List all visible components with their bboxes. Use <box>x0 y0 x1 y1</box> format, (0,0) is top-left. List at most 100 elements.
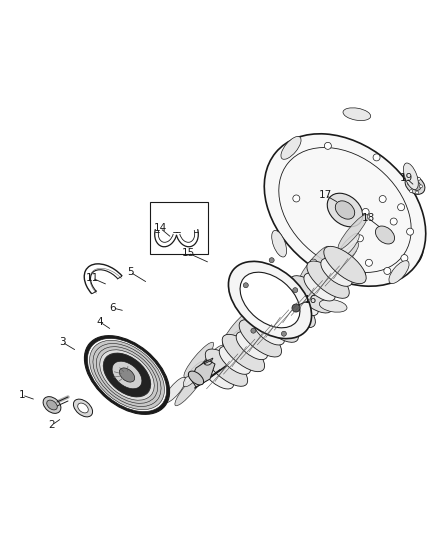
Circle shape <box>420 185 422 188</box>
Ellipse shape <box>300 246 329 281</box>
Polygon shape <box>191 360 215 387</box>
Ellipse shape <box>279 281 301 306</box>
Ellipse shape <box>184 361 205 387</box>
Ellipse shape <box>223 310 252 345</box>
Ellipse shape <box>222 334 265 372</box>
Ellipse shape <box>103 353 151 397</box>
Circle shape <box>293 195 300 202</box>
Text: 19: 19 <box>399 173 413 183</box>
Ellipse shape <box>202 361 234 389</box>
Circle shape <box>293 288 298 293</box>
Ellipse shape <box>270 302 301 330</box>
Circle shape <box>281 331 286 336</box>
Circle shape <box>416 191 419 194</box>
Circle shape <box>401 255 408 262</box>
Ellipse shape <box>89 341 165 410</box>
Ellipse shape <box>319 300 347 312</box>
Circle shape <box>362 208 369 215</box>
Circle shape <box>398 204 405 211</box>
Ellipse shape <box>272 230 286 257</box>
Ellipse shape <box>299 265 321 290</box>
Text: 14: 14 <box>153 223 166 233</box>
Ellipse shape <box>338 214 368 249</box>
Ellipse shape <box>164 377 186 403</box>
Text: 18: 18 <box>361 213 374 223</box>
Circle shape <box>292 304 300 312</box>
Ellipse shape <box>88 338 166 411</box>
Ellipse shape <box>100 350 154 400</box>
Circle shape <box>310 259 317 266</box>
Ellipse shape <box>318 249 340 274</box>
Ellipse shape <box>175 370 205 406</box>
Ellipse shape <box>324 246 366 284</box>
Ellipse shape <box>213 338 243 374</box>
Ellipse shape <box>290 274 320 310</box>
Circle shape <box>373 154 380 161</box>
Circle shape <box>359 271 366 278</box>
Ellipse shape <box>321 259 352 286</box>
Ellipse shape <box>261 297 282 322</box>
Circle shape <box>411 176 414 179</box>
Ellipse shape <box>96 346 158 403</box>
Ellipse shape <box>264 134 426 286</box>
Text: 3: 3 <box>59 337 65 347</box>
Circle shape <box>251 328 256 333</box>
Ellipse shape <box>241 313 263 338</box>
Ellipse shape <box>43 397 61 414</box>
Ellipse shape <box>93 343 161 407</box>
Circle shape <box>357 235 364 242</box>
Text: 1: 1 <box>19 390 25 400</box>
Circle shape <box>410 190 413 192</box>
Ellipse shape <box>405 176 425 195</box>
Ellipse shape <box>336 201 355 219</box>
Circle shape <box>269 257 274 263</box>
Text: 15: 15 <box>181 248 194 258</box>
Circle shape <box>384 268 391 274</box>
Ellipse shape <box>343 108 371 120</box>
Circle shape <box>325 142 332 149</box>
Ellipse shape <box>375 226 395 244</box>
Ellipse shape <box>329 243 359 278</box>
Ellipse shape <box>403 163 418 190</box>
Circle shape <box>390 218 397 225</box>
Ellipse shape <box>74 399 92 417</box>
Circle shape <box>379 196 386 203</box>
Ellipse shape <box>188 371 204 385</box>
Text: 11: 11 <box>85 273 99 283</box>
Ellipse shape <box>261 278 291 313</box>
Ellipse shape <box>281 136 301 159</box>
Text: 17: 17 <box>318 190 332 200</box>
Text: 16: 16 <box>304 295 317 305</box>
Circle shape <box>243 282 248 288</box>
Ellipse shape <box>290 276 332 313</box>
Text: 6: 6 <box>110 303 117 313</box>
Ellipse shape <box>253 317 285 345</box>
Ellipse shape <box>239 320 282 357</box>
Ellipse shape <box>219 346 251 374</box>
Ellipse shape <box>240 272 300 328</box>
Ellipse shape <box>229 261 311 338</box>
Ellipse shape <box>47 400 57 410</box>
Ellipse shape <box>389 261 409 284</box>
Circle shape <box>406 228 413 235</box>
Polygon shape <box>204 358 213 364</box>
Ellipse shape <box>327 193 363 227</box>
Ellipse shape <box>287 288 318 316</box>
Ellipse shape <box>78 403 88 413</box>
Ellipse shape <box>203 345 224 371</box>
Ellipse shape <box>337 233 359 259</box>
Ellipse shape <box>252 306 282 342</box>
Ellipse shape <box>409 180 421 190</box>
Ellipse shape <box>85 336 170 414</box>
Text: 4: 4 <box>97 317 103 327</box>
Ellipse shape <box>184 342 214 377</box>
Text: 5: 5 <box>127 267 133 277</box>
Ellipse shape <box>236 332 268 360</box>
Ellipse shape <box>273 290 315 328</box>
Ellipse shape <box>103 353 150 397</box>
Ellipse shape <box>304 273 336 301</box>
Ellipse shape <box>222 329 244 355</box>
Ellipse shape <box>119 368 134 382</box>
Circle shape <box>365 259 372 266</box>
Ellipse shape <box>205 349 247 386</box>
